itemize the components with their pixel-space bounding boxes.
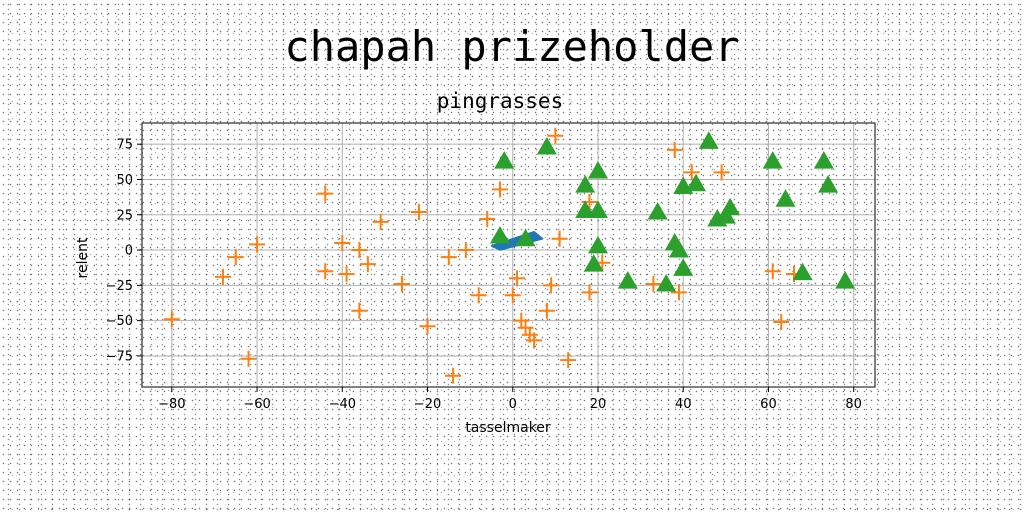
data-layer <box>163 127 856 384</box>
plus-marker <box>538 302 555 319</box>
chart-title: pingrasses <box>437 89 563 113</box>
x-tick-label: 60 <box>760 397 777 412</box>
triangle-marker <box>668 240 689 258</box>
plus-marker <box>581 284 598 301</box>
plus-marker <box>163 311 180 328</box>
plus-marker <box>683 164 700 181</box>
plus-marker <box>351 242 368 259</box>
plus-marker <box>445 367 462 384</box>
plus-marker <box>440 249 457 266</box>
y-tick-label: 75 <box>116 138 133 153</box>
triangle-marker <box>775 189 796 207</box>
plus-marker <box>470 287 487 304</box>
triangle-marker <box>587 235 608 254</box>
x-tick-label: −40 <box>329 397 356 412</box>
plus-marker <box>581 194 598 211</box>
triangle-marker <box>489 225 510 244</box>
triangle-marker <box>515 228 536 247</box>
plus-marker <box>479 211 496 227</box>
triangle-marker <box>720 197 741 216</box>
plus-marker <box>551 230 568 247</box>
plus-marker <box>560 352 577 369</box>
plus-marker <box>351 302 368 319</box>
x-tick-label: −20 <box>414 397 441 412</box>
x-tick-label: −60 <box>243 397 270 412</box>
plus-marker <box>773 314 790 331</box>
y-tick-label: 0 <box>125 244 133 259</box>
plus-marker <box>713 164 730 181</box>
y-tick-label: 50 <box>116 173 133 188</box>
grid-layer <box>142 123 875 387</box>
triangle-marker <box>617 271 638 289</box>
plus-marker <box>240 350 257 367</box>
triangle-marker <box>536 137 557 155</box>
triangle-marker <box>686 173 707 192</box>
plus-marker <box>645 275 662 292</box>
x-tick-label: −80 <box>158 397 185 412</box>
x-tick-label: 0 <box>509 397 517 412</box>
triangle-marker <box>583 254 604 272</box>
plus-marker <box>764 263 781 280</box>
axis-layer: −80 −60 −40 −20 0 20 40 60 80 −75 −50 −25 0 25 50 75 <box>106 138 862 412</box>
triangle-marker <box>587 200 608 219</box>
plus-marker <box>393 275 410 292</box>
y-tick-label: 25 <box>116 208 133 223</box>
plus-marker <box>543 277 560 294</box>
plus-marker <box>517 319 534 336</box>
plus-marker <box>670 284 687 301</box>
y-tick-label: −25 <box>106 279 133 294</box>
triangle-marker <box>818 175 839 193</box>
figure-suptitle: chapah prizeholder <box>284 22 740 71</box>
plot-frame <box>141 122 876 388</box>
plus-marker <box>334 235 351 251</box>
triangle-marker <box>792 262 813 281</box>
plus-marker <box>491 181 508 198</box>
plus-marker <box>509 270 526 287</box>
triangle-marker <box>698 131 719 149</box>
plus-marker <box>419 318 436 335</box>
plus-marker <box>317 263 334 280</box>
y-tick-label: −50 <box>106 314 133 329</box>
x-tick-label: 20 <box>590 397 607 412</box>
plus-marker <box>372 213 389 230</box>
plus-marker <box>249 236 266 253</box>
plus-marker <box>526 332 543 349</box>
plus-marker <box>457 242 474 259</box>
plus-marker <box>666 141 683 158</box>
y-tick-label: −75 <box>106 349 133 364</box>
x-tick-label: 40 <box>675 397 692 412</box>
y-axis-label: relent <box>75 237 91 278</box>
triangle-marker <box>587 161 608 179</box>
triangle-marker <box>673 258 694 276</box>
triangle-marker <box>494 151 515 169</box>
triangle-marker <box>647 201 668 220</box>
triangle-marker <box>835 271 856 289</box>
plus-marker <box>227 249 244 266</box>
plus-marker <box>513 312 530 329</box>
plus-marker <box>504 287 521 304</box>
plus-marker <box>547 127 564 144</box>
plus-marker <box>359 256 376 273</box>
plus-marker <box>214 268 231 285</box>
triangle-marker <box>575 175 596 193</box>
triangle-marker <box>575 200 596 219</box>
plus-marker <box>317 185 334 202</box>
plus-marker <box>338 266 355 283</box>
x-axis-label: tasselmaker <box>465 420 551 436</box>
triangle-marker <box>762 151 783 169</box>
x-tick-label: 80 <box>845 397 862 412</box>
triangle-marker <box>656 273 677 292</box>
plus-marker <box>411 203 428 220</box>
triangle-marker <box>813 151 834 169</box>
